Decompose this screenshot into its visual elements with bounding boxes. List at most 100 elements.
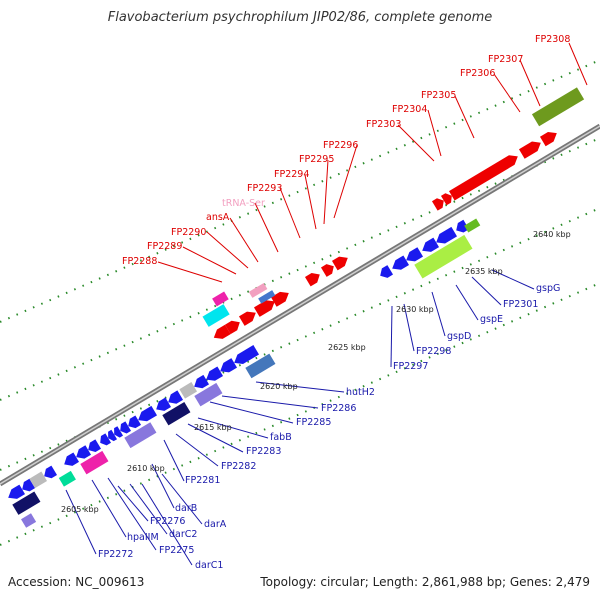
forward-gene-7 [331, 256, 348, 271]
gene-label-fp2272: FP2272 [98, 549, 133, 560]
reverse-gene-14 [194, 374, 210, 389]
reverse-gene-3 [64, 452, 80, 466]
forward-gene-5 [304, 273, 320, 287]
scale-labels: 2605 kbp 2610 kbp 2615 kbp 2620 kbp 2625… [61, 230, 571, 514]
gene-label-huth2: hutH2 [346, 387, 375, 398]
gene-label-fp2304: FP2304 [392, 104, 427, 115]
gene-label-gspd: gspD [447, 331, 471, 342]
gene-label-ansa: ansA [206, 212, 230, 223]
gene-label-fp2295: FP2295 [299, 154, 334, 165]
reverse-gene-6 [100, 433, 112, 446]
reverse-gene-16 [220, 358, 238, 373]
reverse-gene-5 [88, 439, 102, 453]
gene-label-darc2: darC2 [169, 529, 197, 540]
reverse-gene-magenta [80, 450, 109, 475]
reverse-gene-1 [22, 478, 36, 492]
forward-gene-cyan [202, 304, 230, 327]
gene-label-darb: darB [175, 503, 197, 514]
forward-gene-1 [224, 320, 240, 335]
forward-gene-11 [518, 141, 541, 159]
reverse-gene-navy-2 [12, 491, 41, 515]
scale-label-2635: 2635 kbp [465, 267, 503, 276]
reverse-gene-7 [108, 429, 118, 442]
reverse-gene-4 [76, 445, 92, 459]
gene-label-fabb: fabB [270, 432, 292, 443]
reverse-gene-lavender-2 [194, 382, 223, 407]
forward-gap [21, 459, 50, 480]
gene-label-fp2306: FP2306 [460, 68, 495, 79]
gene-label-fp2281: FP2281 [185, 475, 220, 486]
reverse-gene-0 [8, 484, 26, 499]
forward-gene-olive [531, 87, 585, 127]
gene-label-hpaiim: hpaIIM [127, 532, 159, 543]
gene-label-fp2307: FP2307 [488, 54, 523, 65]
reverse-gene-22 [436, 226, 458, 244]
gene-label-trna-ser: tRNA-Ser [222, 198, 265, 209]
reverse-gene-2 [44, 465, 58, 479]
reverse-label-leaders [65, 269, 535, 566]
gene-label-fp2305: FP2305 [421, 90, 456, 101]
genome-backbone [0, 123, 600, 487]
scale-label-2625: 2625 kbp [328, 343, 366, 352]
forward-gene-magenta [212, 291, 229, 307]
forward-gene-steel [258, 290, 276, 304]
forward-gene-6 [320, 264, 334, 277]
reverse-gene-20 [406, 247, 424, 262]
forward-gene-2 [238, 311, 256, 326]
genome-summary: Topology: circular; Length: 2,861,988 bp… [260, 575, 590, 589]
gene-label-gspg: gspG [536, 283, 560, 294]
gene-label-fp2289: FP2289 [147, 241, 182, 252]
reverse-gene-18 [380, 265, 394, 278]
reverse-gene-21 [422, 237, 440, 252]
reverse-gene-labels: hutH2 FP2286 FP2285 fabB FP2283 FP2282 F… [98, 283, 560, 571]
gene-label-dara: darA [204, 519, 227, 530]
reverse-gene-10 [128, 415, 142, 429]
forward-gene-4 [270, 291, 289, 307]
gene-label-fp2286: FP2286 [321, 403, 356, 414]
gene-label-fp2293: FP2293 [247, 183, 282, 194]
reverse-gene-lime [414, 234, 473, 279]
reverse-gene-grey [29, 471, 48, 489]
gene-label-fp2275: FP2275 [159, 545, 194, 556]
reverse-gene-23 [456, 219, 470, 233]
gene-label-fp2285: FP2285 [296, 417, 331, 428]
reverse-gene-15 [206, 366, 224, 381]
gene-label-fp2294: FP2294 [274, 169, 309, 180]
forward-label-leaders [157, 42, 588, 283]
reverse-gene-19 [392, 255, 410, 270]
map-title: Flavobacterium psychrophilum JIP02/86, c… [107, 10, 493, 25]
reverse-gene-lavender-3 [21, 513, 37, 528]
scale-label-2620: 2620 kbp [260, 382, 298, 391]
gene-label-fp2297: FP2297 [393, 361, 428, 372]
scale-label-2610: 2610 kbp [127, 464, 165, 473]
forward-gene-3 [253, 300, 275, 317]
reverse-gene-17 [234, 345, 260, 365]
reverse-gene-green [464, 218, 481, 233]
reverse-gene-navy [162, 401, 191, 426]
scale-label-2605: 2605 kbp [61, 505, 99, 514]
forward-gene-12 [539, 132, 557, 147]
reverse-strand-features [8, 218, 481, 528]
reverse-gene-teal [58, 470, 76, 487]
reverse-gene-9 [120, 421, 132, 434]
gene-label-fp2296: FP2296 [323, 140, 358, 151]
gene-label-gspe: gspE [480, 314, 503, 325]
gene-label-darc1: darC1 [195, 560, 223, 571]
gene-label-fp2308: FP2308 [535, 34, 570, 45]
scale-label-2630: 2630 kbp [396, 305, 434, 314]
reverse-gene-steel [245, 353, 276, 379]
gene-label-fp2282: FP2282 [221, 461, 256, 472]
reverse-gene-13 [168, 390, 184, 404]
scale-label-2615: 2615 kbp [194, 423, 232, 432]
forward-gene-9 [440, 193, 452, 206]
reverse-gene-lavender [124, 422, 157, 449]
gene-label-fp2283: FP2283 [246, 446, 281, 457]
trna-feature [248, 282, 268, 298]
scale-label-2640: 2640 kbp [533, 230, 571, 239]
accession-label: Accession: NC_009613 [8, 575, 145, 589]
reverse-gene-grey-2 [179, 382, 198, 399]
gene-label-fp2276: FP2276 [150, 516, 185, 527]
forward-gene-10 [448, 155, 518, 201]
forward-gene-labels: FP2288 FP2289 FP2290 ansA tRNA-Ser FP229… [122, 34, 570, 267]
